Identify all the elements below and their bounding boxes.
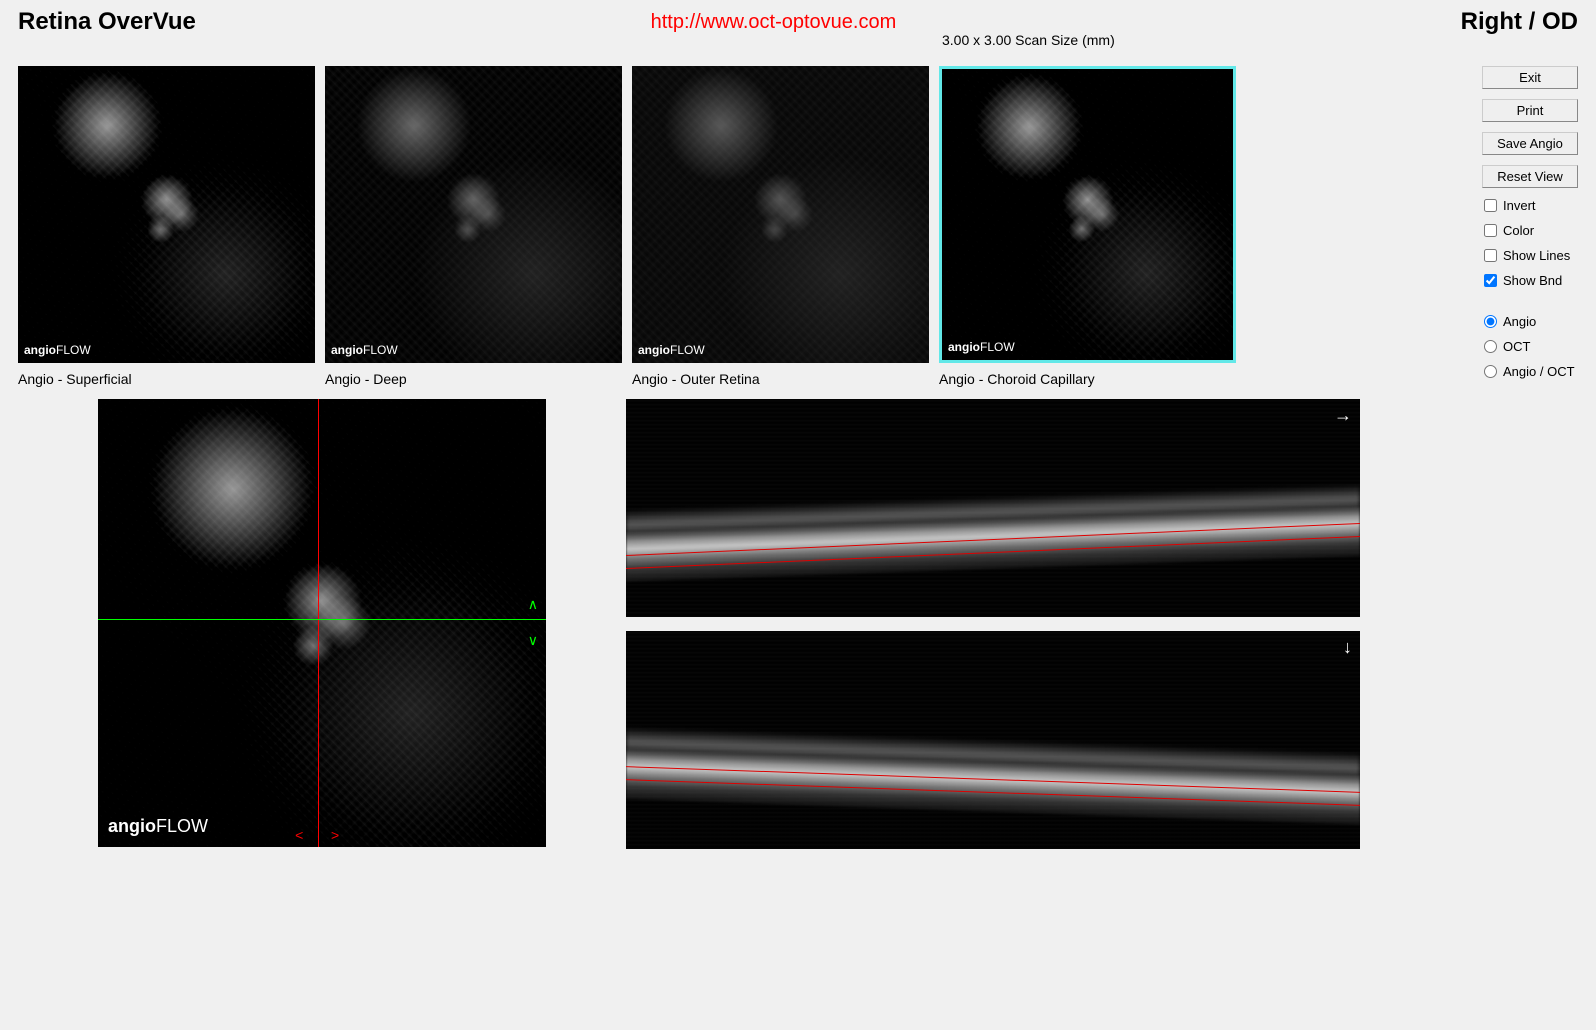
thumb-label: Angio - Outer Retina	[632, 371, 929, 387]
scan-size-label: 3.00 x 3.00 Scan Size (mm)	[942, 32, 1115, 48]
thumb-col-deep: angioFLOW Angio - Deep	[325, 66, 622, 387]
angio-radio[interactable]	[1484, 315, 1497, 328]
angio-oct-radio-row[interactable]: Angio / OCT	[1482, 364, 1578, 379]
angioflow-watermark: angioFLOW	[948, 340, 1015, 354]
show-lines-label: Show Lines	[1503, 248, 1570, 263]
bscan-column: → ↓	[626, 399, 1360, 849]
nudge-up-icon[interactable]: ∧	[528, 596, 538, 613]
save-angio-button[interactable]: Save Angio	[1482, 132, 1578, 155]
angioflow-watermark: angioFLOW	[108, 816, 208, 837]
thumb-choroid-capillary[interactable]: angioFLOW	[939, 66, 1236, 363]
angioflow-watermark: angioFLOW	[638, 343, 705, 357]
thumbnail-row: angioFLOW Angio - Superficial angioFLOW …	[18, 66, 1474, 387]
show-bnd-checkbox[interactable]	[1484, 274, 1497, 287]
large-scan-view[interactable]: ∧ ∨ < > angioFLOW	[98, 399, 546, 847]
center-url: http://www.oct-optovue.com	[651, 11, 897, 34]
thumb-label: Angio - Deep	[325, 371, 622, 387]
oct-radio-row[interactable]: OCT	[1482, 339, 1578, 354]
reset-view-button[interactable]: Reset View	[1482, 165, 1578, 188]
crosshair-horizontal[interactable]	[98, 619, 546, 620]
page-title: Retina OverVue	[18, 8, 196, 36]
invert-checkbox-row[interactable]: Invert	[1482, 198, 1578, 213]
show-lines-checkbox-row[interactable]: Show Lines	[1482, 248, 1578, 263]
angio-radio-row[interactable]: Angio	[1482, 314, 1578, 329]
thumb-deep[interactable]: angioFLOW	[325, 66, 622, 363]
sidebar: Exit Print Save Angio Reset View Invert …	[1482, 66, 1578, 849]
spacer	[1482, 298, 1578, 304]
nudge-left-icon[interactable]: <	[295, 827, 303, 843]
bottom-row: ∧ ∨ < > angioFLOW →	[18, 399, 1474, 849]
exit-button[interactable]: Exit	[1482, 66, 1578, 89]
nudge-down-icon[interactable]: ∨	[528, 632, 538, 649]
print-button[interactable]: Print	[1482, 99, 1578, 122]
color-checkbox[interactable]	[1484, 224, 1497, 237]
invert-label: Invert	[1503, 198, 1536, 213]
scan-image	[942, 69, 1233, 360]
direction-arrow-icon: →	[1334, 405, 1352, 426]
scan-image	[325, 66, 622, 363]
scan-image	[18, 66, 315, 363]
thumb-label: Angio - Superficial	[18, 371, 315, 387]
thumb-superficial[interactable]: angioFLOW	[18, 66, 315, 363]
bscan-vertical[interactable]: ↓	[626, 631, 1360, 849]
scan-image	[632, 66, 929, 363]
thumb-col-superficial: angioFLOW Angio - Superficial	[18, 66, 315, 387]
angioflow-watermark: angioFLOW	[331, 343, 398, 357]
scan-image	[98, 399, 546, 847]
invert-checkbox[interactable]	[1484, 199, 1497, 212]
thumb-col-outer: angioFLOW Angio - Outer Retina	[632, 66, 929, 387]
angio-label: Angio	[1503, 314, 1536, 329]
thumb-outer-retina[interactable]: angioFLOW	[632, 66, 929, 363]
angio-oct-radio[interactable]	[1484, 365, 1497, 378]
show-bnd-checkbox-row[interactable]: Show Bnd	[1482, 273, 1578, 288]
header: Retina OverVue http://www.oct-optovue.co…	[18, 8, 1578, 36]
show-lines-checkbox[interactable]	[1484, 249, 1497, 262]
thumb-label: Angio - Choroid Capillary	[939, 371, 1236, 387]
nudge-right-icon[interactable]: >	[331, 827, 339, 843]
main-layout: angioFLOW Angio - Superficial angioFLOW …	[18, 42, 1578, 849]
direction-arrow-icon: ↓	[1343, 637, 1352, 658]
angioflow-watermark: angioFLOW	[24, 343, 91, 357]
oct-radio[interactable]	[1484, 340, 1497, 353]
color-label: Color	[1503, 223, 1534, 238]
eye-label: Right / OD	[1461, 8, 1578, 36]
angio-oct-label: Angio / OCT	[1503, 364, 1575, 379]
oct-label: OCT	[1503, 339, 1530, 354]
thumb-col-choroid: angioFLOW Angio - Choroid Capillary	[939, 66, 1236, 387]
color-checkbox-row[interactable]: Color	[1482, 223, 1578, 238]
content-area: angioFLOW Angio - Superficial angioFLOW …	[18, 42, 1474, 849]
show-bnd-label: Show Bnd	[1503, 273, 1562, 288]
crosshair-vertical[interactable]	[318, 399, 319, 847]
bscan-horizontal[interactable]: →	[626, 399, 1360, 617]
